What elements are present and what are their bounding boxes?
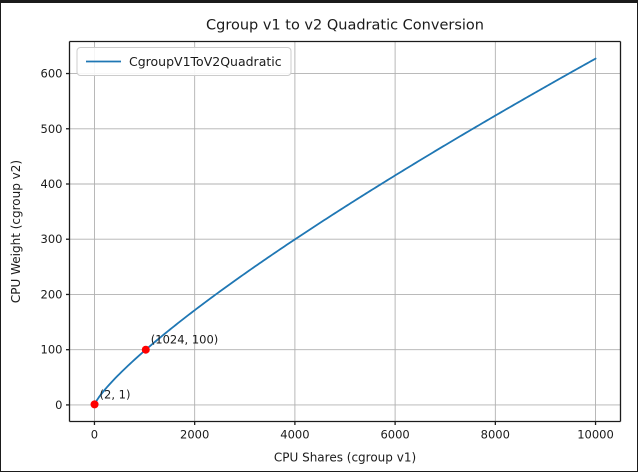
ytick-label-2: 200 <box>41 287 63 301</box>
axes-spines <box>68 40 622 423</box>
ytick-label-5: 500 <box>41 122 63 136</box>
y-axis-label: CPU Weight (cgroup v2) <box>9 160 23 303</box>
data-point-label-0: (2, 1) <box>100 387 131 401</box>
chart-plot: (2, 1)(1024, 100)0 2000 4000 6000 8000 100000… <box>9 18 622 465</box>
axes-background <box>69 41 621 422</box>
series-line-0 <box>93 57 597 406</box>
xtick-label-3: 6000 <box>380 428 409 442</box>
ytick-label-1: 100 <box>41 343 63 357</box>
ytick-label-6: 600 <box>41 67 63 81</box>
data-point-marker-1[interactable] <box>141 345 150 354</box>
xtick-label-5: 10000 <box>577 428 614 442</box>
annotated-points: (2, 1) (1024, 100) <box>90 333 219 409</box>
legend[interactable]: CgroupV1ToV2Quadratic <box>76 47 292 76</box>
axis-ticks: 0 2000 4000 6000 8000 10000 0 100 200 300 400 500 60… <box>41 67 614 442</box>
legend-box <box>76 47 292 76</box>
ytick-label-3: 300 <box>41 232 63 246</box>
gridlines <box>69 41 621 422</box>
xtick-label-0: 0 <box>91 428 98 442</box>
chart-title: Cgroup v1 to v2 Quadratic Conversion <box>206 18 484 34</box>
ytick-label-0: 0 <box>55 398 62 412</box>
series-group <box>93 57 597 406</box>
xtick-label-1: 2000 <box>180 428 209 442</box>
ytick-label-4: 400 <box>41 177 63 191</box>
legend-entry-label: CgroupV1ToV2Quadratic <box>129 54 282 69</box>
xtick-label-2: 4000 <box>280 428 309 442</box>
data-point-marker-0[interactable] <box>90 400 99 409</box>
data-point-label-1: (1024, 100) <box>151 333 219 347</box>
x-axis-label: CPU Shares (cgroup v1) <box>274 451 416 465</box>
xtick-label-4: 8000 <box>481 428 510 442</box>
